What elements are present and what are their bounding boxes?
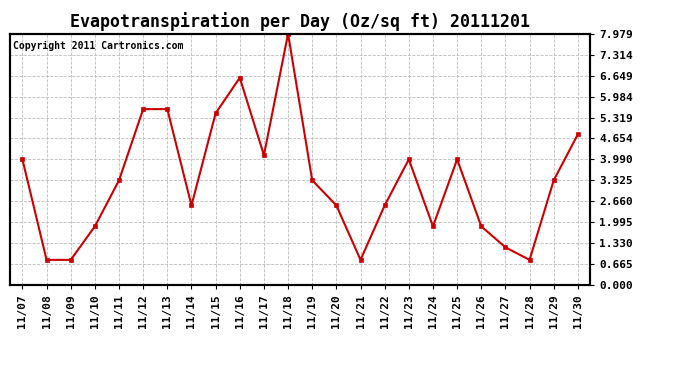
Text: Copyright 2011 Cartronics.com: Copyright 2011 Cartronics.com [13,41,184,51]
Title: Evapotranspiration per Day (Oz/sq ft) 20111201: Evapotranspiration per Day (Oz/sq ft) 20… [70,12,530,31]
